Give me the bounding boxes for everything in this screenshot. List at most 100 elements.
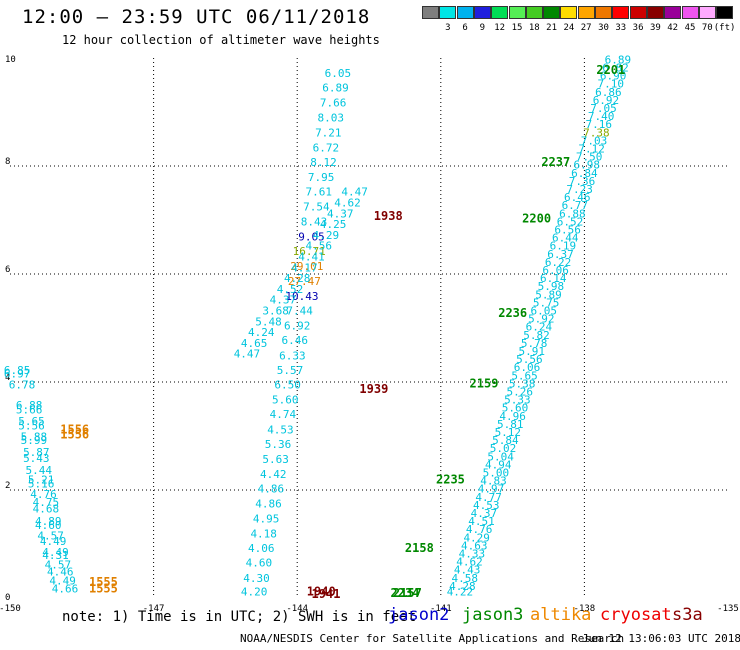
wave-height-label: 7.61	[305, 186, 332, 199]
wave-height-label: 6.19	[550, 240, 577, 253]
wave-height-label: 6.89	[322, 81, 349, 94]
wave-height-label: 6.46	[282, 334, 309, 347]
wave-height-label: 4.57	[45, 558, 72, 571]
legend-label: 12	[494, 23, 506, 33]
wave-height-label: 6.06	[542, 264, 569, 277]
legend-swatch	[612, 6, 630, 19]
wave-height-label: 4.25	[320, 218, 347, 231]
wave-height-label: 6.97	[4, 368, 31, 381]
x-tick-label: -135	[717, 604, 739, 614]
wave-height-label: 5.43	[23, 452, 50, 465]
pass-time-label: 1555	[89, 575, 118, 589]
pass-time-label: 1556	[60, 428, 89, 442]
wave-height-label: 4.49	[42, 546, 69, 559]
pass-time-label: 1940	[307, 584, 336, 598]
wave-height-label: 4.37	[471, 507, 498, 520]
wave-height-label: 6.90	[600, 70, 627, 83]
legend-swatch	[422, 6, 439, 19]
pass-time-label: 2158	[405, 541, 434, 555]
wave-height-label: 10.43	[285, 290, 318, 303]
wave-height-label: 6.56	[554, 224, 581, 237]
x-tick-label: -144	[286, 604, 308, 614]
wave-height-label: 4.74	[270, 408, 297, 421]
wave-height-label: 4.77	[475, 491, 502, 504]
legend-swatch	[439, 6, 457, 19]
legend-swatch	[456, 6, 474, 19]
x-tick-label: -147	[143, 604, 165, 614]
wave-height-label: 5.44	[25, 464, 52, 477]
wave-height-label: 4.96	[499, 410, 526, 423]
y-tick-label: 4	[5, 373, 10, 383]
wave-height-label: 7.03	[581, 134, 608, 147]
wave-height-label: 4.56	[305, 240, 332, 253]
wave-height-label: 4.53	[473, 499, 500, 512]
wave-height-label: 27.47	[288, 275, 321, 288]
wave-height-label: 6.52	[557, 215, 584, 228]
wave-height-label: 5.98	[538, 280, 565, 293]
wave-height-label: 4.46	[47, 565, 74, 578]
wave-height-label: 5.82	[523, 329, 550, 342]
wave-height-label: 4.68	[33, 503, 60, 516]
pass-time-label: 2159	[470, 376, 499, 390]
credit-text: NOAA/NESDIS Center for Satellite Applica…	[240, 632, 625, 645]
wave-height-label: 4.24	[248, 326, 275, 339]
legend-label: 33	[615, 23, 627, 33]
wave-height-label: 5.56	[516, 353, 543, 366]
wave-height-label: 6.77	[562, 199, 589, 212]
legend-swatch	[473, 6, 491, 19]
wave-height-label: 5.99	[21, 434, 48, 447]
wave-height-label: 4.43	[454, 564, 481, 577]
wave-height-label: 5.36	[265, 438, 292, 451]
x-tick-label: -141	[430, 604, 452, 614]
wave-height-label: 4.62	[334, 197, 361, 210]
wave-height-label: 4.89	[35, 515, 62, 528]
wave-height-label: 4.28	[449, 580, 476, 593]
wave-height-label: 4.49	[49, 575, 76, 588]
wave-height-label: 7.05	[590, 102, 617, 115]
pass-time-label: 2237	[541, 155, 570, 169]
wave-height-label: 4.28	[284, 272, 311, 285]
wave-height-label: 5.60	[272, 394, 299, 407]
wave-height-label: 4.97	[478, 483, 505, 496]
wave-height-label: 6.98	[574, 159, 601, 172]
wave-height-label: 5.66	[16, 403, 43, 416]
legend-swatch	[543, 6, 561, 19]
y-tick-label: 2	[5, 481, 10, 491]
wave-height-label: 5.02	[490, 442, 517, 455]
pass-time-label: 1939	[359, 382, 388, 396]
legend-label: 3	[445, 23, 451, 33]
wave-height-label: 5.84	[492, 434, 519, 447]
legend-swatch	[629, 6, 647, 19]
wave-height-label: 4.47	[234, 348, 261, 361]
pass-time-label: 2200	[522, 212, 551, 226]
wave-height-label: 6.89	[605, 53, 632, 66]
wave-height-label: 6.78	[9, 378, 36, 391]
pass-time-label: 1556	[60, 422, 89, 436]
pass-time-label: 2235	[436, 473, 465, 487]
wave-height-label: 4.17	[291, 261, 318, 274]
wave-height-label: 6.84	[571, 167, 598, 180]
wave-height-label: 5.65	[511, 369, 538, 382]
wave-height-label: 5.75	[533, 296, 560, 309]
wave-height-label: 6.92	[593, 94, 620, 107]
legend-label: 42	[667, 23, 679, 33]
legend-label: 36	[632, 23, 644, 33]
wave-height-label: 4.30	[243, 572, 270, 585]
wave-height-label: 7.95	[308, 171, 335, 184]
wave-height-label: 4.20	[241, 585, 268, 598]
wave-height-label: 8.03	[317, 112, 344, 125]
wave-height-label: 7.23	[566, 183, 593, 196]
wave-height-label: 5.56	[18, 420, 45, 433]
legend-swatch	[525, 6, 543, 19]
legend-swatch	[646, 6, 664, 19]
legend-label: 45	[684, 23, 696, 33]
wave-height-label: 7.44	[286, 305, 313, 318]
wave-height-label: 6.85	[4, 364, 31, 377]
wave-height-label: 6.24	[526, 321, 553, 334]
wave-height-label: 6.14	[540, 272, 567, 285]
wave-height-label: 4.29	[313, 229, 340, 242]
wave-height-label: 5.78	[521, 337, 548, 350]
legend-swatch	[508, 6, 526, 19]
wave-height-label: 4.49	[40, 535, 67, 548]
wave-height-label: 5.00	[483, 467, 510, 480]
